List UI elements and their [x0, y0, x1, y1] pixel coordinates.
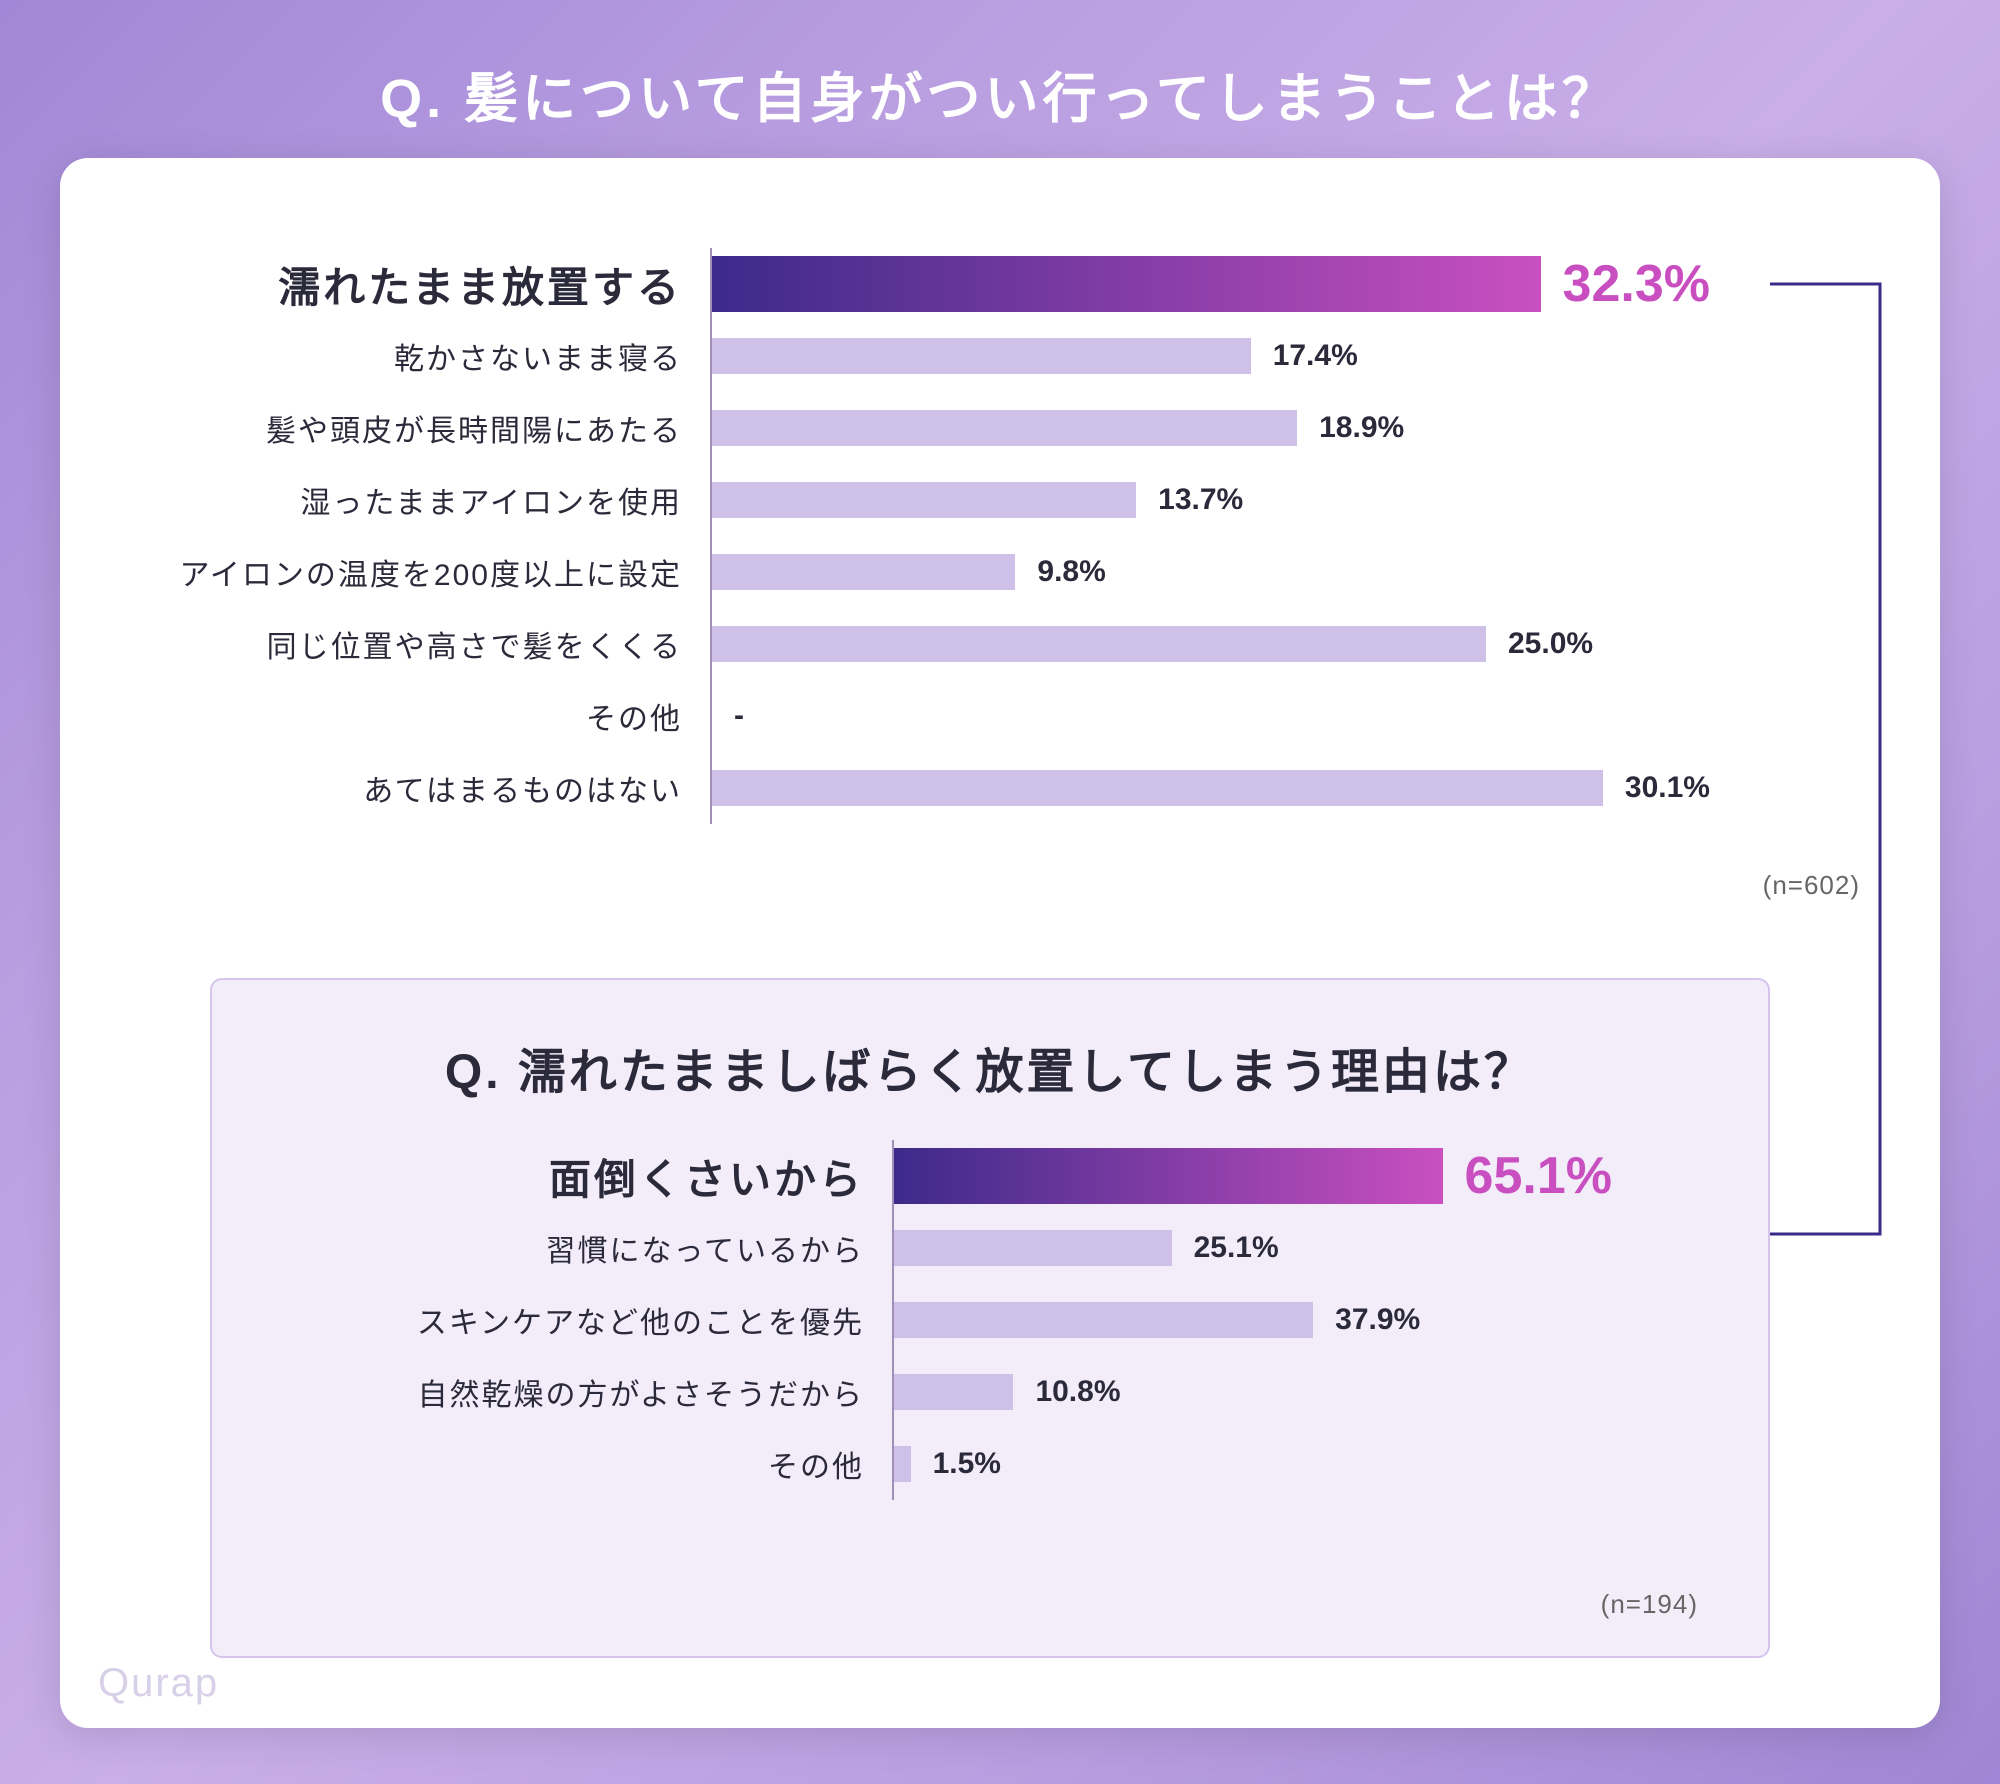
bar-value: - [712, 699, 744, 733]
bar [894, 1302, 1313, 1338]
bar-row: あてはまるものはない 30.1% [140, 752, 1860, 824]
bar-label: 同じ位置や高さで髪をくくる [140, 622, 710, 666]
bar-value: 65.1% [1443, 1146, 1612, 1206]
brand-logo: Qurap [98, 1661, 219, 1706]
bar-value: 17.4% [1251, 339, 1358, 373]
chart2: 面倒くさいから 65.1% 習慣になっているから 25.1% スキンケアなど他のことを優… [272, 1140, 1712, 1500]
page-title: Q. 髪について自身がつい行ってしまうことは？ [0, 0, 2000, 133]
bar-label: その他 [140, 694, 710, 738]
inner-box: Q. 濡れたまましばらく放置してしまう理由は？ 面倒くさいから65.1%習慣にな… [210, 978, 1770, 1658]
bar-track: 1.5% [892, 1428, 1612, 1500]
chart2-title: Q. 濡れたまましばらく放置してしまう理由は？ [212, 980, 1768, 1142]
bar-label: 習慣になっているから [272, 1226, 892, 1270]
bar-track: 17.4% [710, 320, 1710, 392]
bar-row: 髪や頭皮が長時間陽にあたる 18.9% [140, 392, 1860, 464]
bar-value: 37.9% [1313, 1303, 1420, 1337]
bar-label: 自然乾燥の方がよさそうだから [272, 1370, 892, 1414]
chart2-n-note: (n=194) [1601, 1567, 1738, 1620]
bar [894, 1446, 911, 1482]
bar-track: 9.8% [710, 536, 1710, 608]
bar [894, 1230, 1172, 1266]
bar-track: 65.1% [892, 1140, 1612, 1212]
card: 濡れたまま放置する 32.3% 乾かさないまま寝る 17.4% 髪や頭皮が長時間陽にあた… [60, 158, 1940, 1728]
bar [712, 626, 1486, 662]
bar-row: スキンケアなど他のことを優先 37.9% [272, 1284, 1712, 1356]
bar-value: 18.9% [1297, 411, 1404, 445]
bar-row: 同じ位置や高さで髪をくくる 25.0% [140, 608, 1860, 680]
bar-row: 湿ったままアイロンを使用 13.7% [140, 464, 1860, 536]
bar-label: あてはまるものはない [140, 766, 710, 810]
bar-label: 乾かさないまま寝る [140, 334, 710, 378]
bar-value: 13.7% [1136, 483, 1243, 517]
bar-row-highlight: 面倒くさいから 65.1% [272, 1140, 1712, 1212]
bar-value: 25.1% [1172, 1231, 1279, 1265]
bar-track: 37.9% [892, 1284, 1612, 1356]
bar [712, 338, 1251, 374]
chart1: 濡れたまま放置する 32.3% 乾かさないまま寝る 17.4% 髪や頭皮が長時間陽にあた… [140, 248, 1860, 824]
bar-label: アイロンの温度を200度以上に設定 [140, 550, 710, 594]
bar-track: 30.1% [710, 752, 1710, 824]
bar-row: 自然乾燥の方がよさそうだから 10.8% [272, 1356, 1712, 1428]
bar [894, 1148, 1443, 1204]
bar-value: 25.0% [1486, 627, 1593, 661]
bar-track: - [710, 680, 1710, 752]
bar-value: 1.5% [911, 1447, 1001, 1481]
bar-track: 10.8% [892, 1356, 1612, 1428]
bar-row: アイロンの温度を200度以上に設定 9.8% [140, 536, 1860, 608]
bar-value: 9.8% [1015, 555, 1105, 589]
bar-track: 13.7% [710, 464, 1710, 536]
bar-row: 習慣になっているから 25.1% [272, 1212, 1712, 1284]
bar-value: 10.8% [1013, 1375, 1120, 1409]
bar-label: 髪や頭皮が長時間陽にあたる [140, 406, 710, 450]
bar [894, 1374, 1013, 1410]
chart1-n-note: (n=602) [1763, 848, 1900, 901]
bar-label: その他 [272, 1442, 892, 1486]
bar-row: その他- [140, 680, 1860, 752]
bar [712, 410, 1297, 446]
bar [712, 554, 1015, 590]
bar-value: 32.3% [1541, 254, 1710, 314]
bar-track: 25.0% [710, 608, 1710, 680]
bar-row: その他 1.5% [272, 1428, 1712, 1500]
bar-label: 濡れたまま放置する [140, 254, 710, 315]
bar-row: 乾かさないまま寝る 17.4% [140, 320, 1860, 392]
bar-track: 18.9% [710, 392, 1710, 464]
bar [712, 770, 1603, 806]
bar-value: 30.1% [1603, 771, 1710, 805]
bar-label: 湿ったままアイロンを使用 [140, 478, 710, 522]
bar-track: 25.1% [892, 1212, 1612, 1284]
bar [712, 482, 1136, 518]
bar-label: 面倒くさいから [272, 1146, 892, 1207]
bar [712, 256, 1541, 312]
bar-track: 32.3% [710, 248, 1710, 320]
bar-label: スキンケアなど他のことを優先 [272, 1298, 892, 1342]
bar-row-highlight: 濡れたまま放置する 32.3% [140, 248, 1860, 320]
